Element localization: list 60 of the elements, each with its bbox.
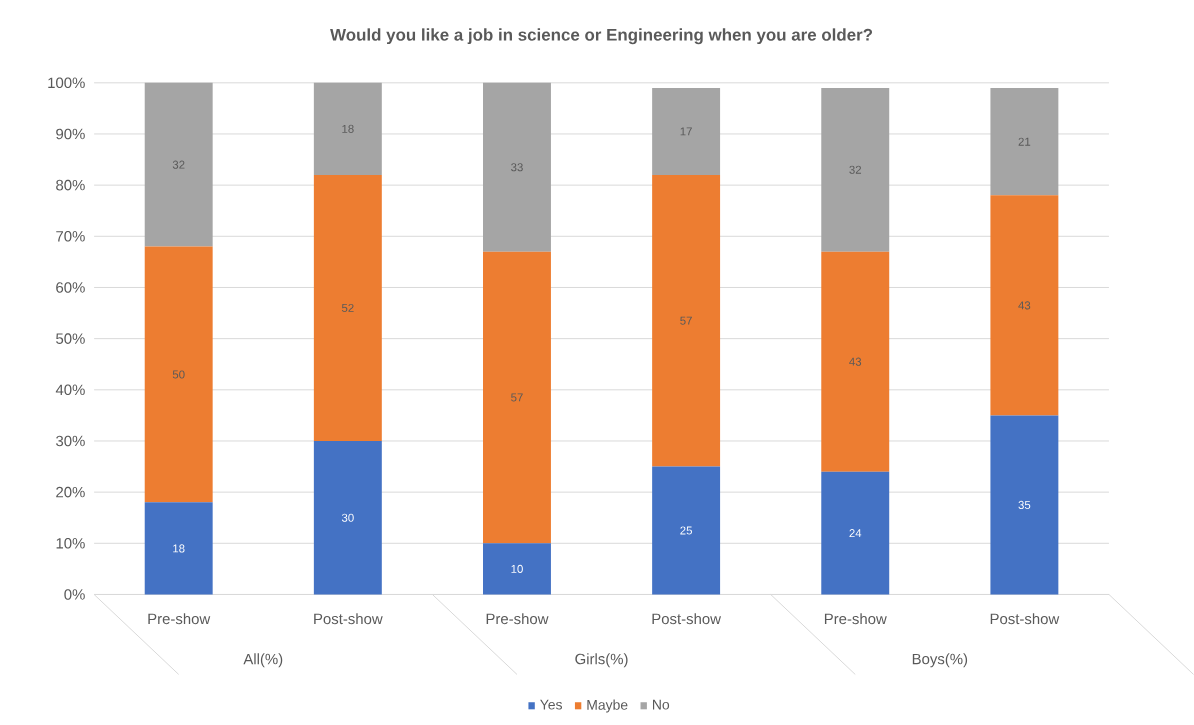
y-tick-label: 20% — [56, 487, 85, 498]
bar — [652, 175, 721, 467]
y-tick-label: 10% — [56, 538, 85, 549]
data-label: 21 — [1018, 137, 1031, 146]
chart-title: Would you like a job in science or Engineering when you are older? — [330, 28, 873, 45]
data-label: 43 — [849, 357, 862, 366]
bar — [821, 88, 890, 252]
x-tick-label: Post-show — [990, 613, 1060, 625]
text: Boys(%) — [912, 653, 968, 668]
data-label: 43 — [1018, 301, 1031, 310]
y-tick-label: 40% — [55, 384, 85, 396]
y-tick-label: 30% — [56, 435, 85, 447]
data-label: 52 — [341, 304, 354, 313]
bar — [990, 195, 1059, 416]
bar — [990, 88, 1059, 196]
bar — [821, 471, 890, 595]
bar — [313, 175, 382, 442]
bar — [483, 82, 551, 252]
bar — [652, 88, 721, 176]
data-label: 32 — [849, 165, 862, 174]
data-label: 30 — [341, 513, 354, 522]
legend-label: Maybe — [587, 699, 628, 713]
text: Girls(%) — [575, 653, 628, 668]
x-tick-label: Pre-show — [824, 613, 887, 625]
data-label: 18 — [173, 544, 185, 553]
bar — [144, 82, 213, 247]
bar — [652, 466, 721, 595]
y-tick-label: 80% — [56, 180, 85, 191]
bar — [144, 246, 213, 503]
y-tick-label: 60% — [56, 282, 85, 293]
bar — [990, 415, 1059, 595]
data-label: 10 — [511, 564, 523, 574]
bar — [144, 502, 213, 595]
bar — [483, 543, 551, 595]
y-tick-label: 70% — [56, 231, 85, 242]
data-label: 18 — [342, 124, 354, 134]
x-tick-label: Post-show — [314, 613, 383, 625]
data-label: 24 — [849, 529, 862, 538]
bar — [313, 441, 382, 595]
x-tick-label: Pre-show — [148, 613, 211, 625]
y-tick-label: 100% — [48, 77, 85, 89]
bar — [313, 82, 382, 176]
data-label: 35 — [1018, 501, 1031, 510]
bar — [821, 251, 890, 472]
y-tick-label: 0% — [64, 589, 85, 600]
y-tick-label: 50% — [56, 333, 85, 345]
y-tick-label: 90% — [56, 128, 85, 140]
data-label: 57 — [680, 316, 692, 325]
data-label: 50 — [172, 370, 185, 379]
data-label: 25 — [680, 526, 692, 535]
legend-label: No — [653, 699, 670, 710]
x-tick-label: Pre-show — [486, 613, 549, 625]
data-label: 57 — [511, 393, 523, 402]
x-tick-label: Post-show — [652, 613, 722, 625]
data-label: 33 — [511, 163, 523, 172]
legend-label: Yes — [540, 699, 563, 710]
data-label: 32 — [172, 160, 185, 169]
text: All(%) — [243, 653, 283, 668]
bar — [483, 251, 551, 544]
data-label: 17 — [680, 127, 692, 136]
